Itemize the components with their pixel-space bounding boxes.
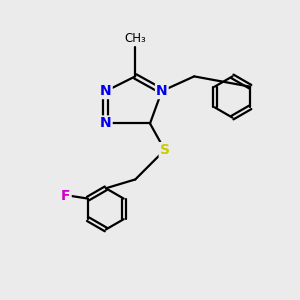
Text: S: S xyxy=(160,143,170,157)
Text: N: N xyxy=(100,116,112,130)
Text: N: N xyxy=(100,84,112,98)
Text: F: F xyxy=(61,189,71,202)
Text: CH₃: CH₃ xyxy=(124,32,146,46)
Text: N: N xyxy=(156,84,168,98)
